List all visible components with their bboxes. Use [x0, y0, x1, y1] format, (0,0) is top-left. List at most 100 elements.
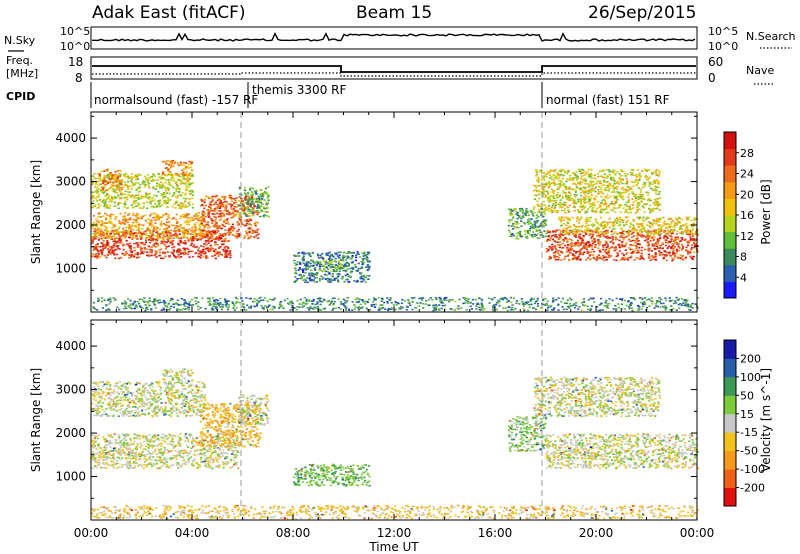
data-cell [131, 184, 135, 187]
data-cell [563, 231, 566, 233]
data-cell [204, 195, 207, 198]
data-cell [585, 220, 589, 223]
data-cell [152, 178, 155, 181]
data-cell [636, 202, 639, 205]
data-cell [686, 249, 689, 252]
data-cell [246, 210, 250, 212]
data-cell [101, 233, 104, 235]
data-cell [304, 278, 307, 281]
data-cell [150, 246, 153, 249]
data-cell [580, 200, 583, 202]
data-cell [170, 166, 173, 169]
data-cell [130, 180, 133, 183]
data-cell [545, 250, 548, 253]
data-cell [681, 239, 684, 241]
data-cell [590, 246, 594, 248]
data-cell [237, 224, 240, 227]
data-cell [211, 213, 214, 215]
data-cell [533, 211, 536, 214]
data-cell [105, 169, 108, 171]
data-cell [594, 218, 597, 221]
data-cell [579, 230, 582, 232]
data-cell [344, 255, 347, 258]
data-cell [548, 195, 551, 198]
data-cell [159, 178, 162, 180]
data-cell [352, 252, 355, 254]
data-cell [298, 267, 301, 269]
data-cell [247, 215, 251, 217]
data-cell [238, 219, 242, 221]
data-cell [535, 189, 538, 191]
data-cell [588, 220, 591, 222]
data-cell [679, 257, 682, 259]
data-cell [198, 228, 201, 231]
data-cell [165, 246, 169, 248]
data-cell [117, 244, 120, 247]
data-cell [568, 233, 571, 236]
data-cell [124, 174, 127, 176]
data-cell [581, 208, 584, 211]
data-cell [648, 255, 651, 258]
data-cell [592, 180, 595, 183]
data-cell [244, 192, 247, 195]
data-cell [353, 279, 356, 282]
data-cell [104, 218, 107, 221]
data-cell [626, 235, 629, 237]
data-cell [104, 184, 107, 186]
data-cell [352, 268, 355, 270]
data-cell [228, 231, 231, 233]
data-cell [685, 246, 688, 249]
data-cell [694, 231, 697, 233]
freq-right-tick-top: 60 [708, 55, 723, 69]
data-cell [240, 220, 243, 223]
data-cell [171, 242, 174, 244]
data-cell [187, 163, 190, 166]
data-cell [366, 269, 369, 272]
data-cell [188, 192, 191, 195]
data-cell [604, 251, 607, 254]
data-cell [178, 204, 181, 206]
data-cell [135, 232, 138, 235]
data-cell [659, 218, 662, 221]
data-cell [209, 240, 212, 243]
data-cell [125, 232, 128, 235]
data-cell [110, 213, 113, 216]
data-cell [327, 280, 330, 283]
data-cell [223, 256, 226, 258]
data-cell [613, 202, 616, 205]
data-cell [555, 236, 558, 238]
data-cell [185, 236, 189, 239]
data-cell [148, 255, 151, 257]
data-cell [145, 193, 148, 196]
data-cell [561, 234, 564, 236]
data-cell [234, 214, 237, 217]
data-cell [534, 169, 537, 171]
data-cell [150, 200, 153, 203]
data-cell [174, 232, 177, 234]
data-cell [237, 223, 240, 226]
data-cell [569, 177, 572, 179]
data-cell [105, 203, 108, 206]
data-cell [607, 204, 610, 207]
data-cell [176, 197, 179, 199]
data-cell [606, 223, 609, 226]
data-cell [583, 199, 586, 201]
data-cell [152, 229, 155, 231]
data-cell [304, 268, 307, 270]
data-cell [189, 220, 192, 222]
data-cell [567, 259, 571, 261]
data-cell [572, 258, 575, 261]
data-cell [137, 174, 140, 177]
data-cell [116, 177, 119, 179]
data-cell [155, 231, 158, 234]
data-cell [98, 221, 101, 224]
data-cell [94, 234, 97, 236]
data-cell [560, 219, 563, 222]
data-cell [256, 209, 259, 212]
data-cell [602, 169, 605, 171]
data-cell [155, 185, 158, 188]
data-cell [586, 252, 589, 255]
data-cell [157, 191, 160, 193]
data-cell [621, 257, 624, 259]
data-cell [143, 246, 146, 249]
